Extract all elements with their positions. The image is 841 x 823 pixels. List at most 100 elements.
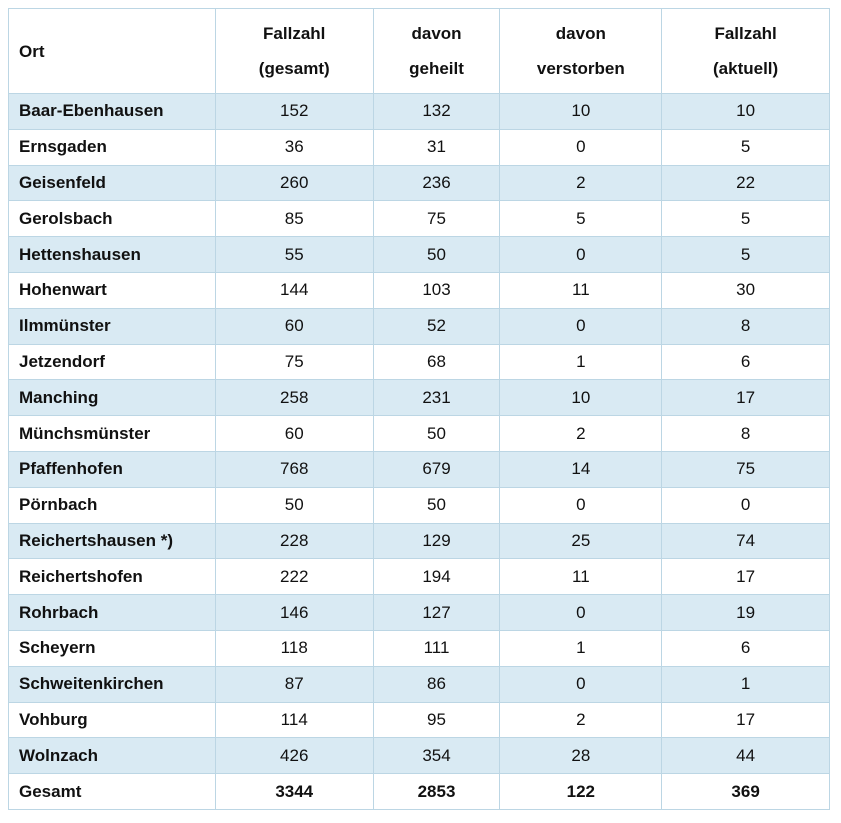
number-cell: 2 [499,164,663,202]
number-cell: 768 [214,450,374,488]
number-cell: 75 [661,450,830,488]
number-cell: 50 [214,486,374,524]
number-cell: 0 [661,486,830,524]
number-cell: 5 [661,200,830,238]
table-row: Ernsgaden 36 31 0 5 [8,128,830,166]
table-row: Hettenshausen 55 50 0 5 [8,236,830,273]
number-cell: 28 [499,737,663,775]
table-row: Reichertshofen 222 194 11 17 [8,558,830,596]
number-cell: 50 [372,486,501,524]
place-cell: Rohrbach [8,594,216,631]
place-cell: Münchsmünster [8,415,216,452]
table-row: Geisenfeld 260 236 2 22 [8,164,830,202]
number-cell: 132 [372,93,501,130]
place-cell: Pfaffenhofen [8,450,216,488]
table-header: Ort Fallzahl (gesamt) davon geheilt davon vers… [8,8,830,94]
place-cell: Ilmmünster [8,307,216,345]
header-text: verstorben [536,59,625,78]
table-row: Wolnzach 426 354 28 44 [8,737,830,775]
number-cell: 22 [661,164,830,202]
table-row: Baar-Ebenhausen 152 132 10 10 [8,93,830,130]
number-cell: 68 [372,343,501,381]
number-cell: 95 [372,701,501,739]
number-cell: 17 [661,379,830,417]
place-cell: Baar-Ebenhausen [8,93,216,130]
number-cell: 2 [499,415,663,452]
place-cell: Vohburg [8,701,216,739]
number-cell: 30 [661,271,830,309]
number-cell: 6 [661,629,830,667]
number-cell: 85 [214,200,374,238]
number-cell: 0 [499,665,663,703]
header-cell: Fallzahl (gesamt) [214,8,374,94]
number-cell: 194 [372,558,501,596]
place-cell: Hettenshausen [8,236,216,273]
header-text: davon [411,24,462,43]
number-cell: 2 [499,701,663,739]
place-cell: Ernsgaden [8,128,216,166]
number-cell: 127 [372,594,501,631]
place-cell: Geisenfeld [8,164,216,202]
number-cell: 354 [372,737,501,775]
place-cell: Scheyern [8,629,216,667]
table-row: Reichertshausen *) 228 129 25 74 [8,522,830,560]
header-cell: davon verstorben [499,8,663,94]
place-cell: Reichertshausen *) [8,522,216,560]
table-row: Münchsmünster 60 50 2 8 [8,415,830,452]
header-text: (aktuell) [713,59,779,78]
number-cell: 1 [499,343,663,381]
number-cell: 10 [499,93,663,130]
header-text: geheilt [409,59,464,78]
total-cell: 369 [661,773,830,810]
number-cell: 75 [372,200,501,238]
number-cell: 55 [214,236,374,273]
place-cell: Reichertshofen [8,558,216,596]
total-row: Gesamt 3344 2853 122 369 [8,773,830,810]
place-cell: Wolnzach [8,737,216,775]
table-row: Scheyern 118 111 1 6 [8,629,830,667]
number-cell: 75 [214,343,374,381]
header-text: Fallzahl [263,24,326,43]
case-table: Ort Fallzahl (gesamt) davon geheilt davon vers… [8,8,830,810]
table-row: Gerolsbach 85 75 5 5 [8,200,830,238]
number-cell: 426 [214,737,374,775]
number-cell: 11 [499,271,663,309]
total-label: Gesamt [8,773,216,810]
number-cell: 14 [499,450,663,488]
number-cell: 258 [214,379,374,417]
number-cell: 11 [499,558,663,596]
number-cell: 1 [661,665,830,703]
header-text: (gesamt) [258,59,330,78]
place-cell: Jetzendorf [8,343,216,381]
number-cell: 36 [214,128,374,166]
number-cell: 236 [372,164,501,202]
number-cell: 0 [499,594,663,631]
number-cell: 1 [499,629,663,667]
number-cell: 25 [499,522,663,560]
number-cell: 679 [372,450,501,488]
table-row: Rohrbach 146 127 0 19 [8,594,830,631]
number-cell: 10 [499,379,663,417]
place-cell: Pörnbach [8,486,216,524]
number-cell: 0 [499,236,663,273]
number-cell: 129 [372,522,501,560]
table-row: Jetzendorf 75 68 1 6 [8,343,830,381]
number-cell: 60 [214,307,374,345]
number-cell: 146 [214,594,374,631]
number-cell: 260 [214,164,374,202]
table-body: Baar-Ebenhausen 152 132 10 10 Ernsgaden 36 31 0 5… [8,93,830,810]
table-row: Ilmmünster 60 52 0 8 [8,307,830,345]
number-cell: 0 [499,486,663,524]
number-cell: 118 [214,629,374,667]
number-cell: 19 [661,594,830,631]
number-cell: 52 [372,307,501,345]
table-row: Manching 258 231 10 17 [8,379,830,417]
number-cell: 152 [214,93,374,130]
header-cell: Fallzahl (aktuell) [661,8,830,94]
number-cell: 5 [499,200,663,238]
number-cell: 103 [372,271,501,309]
number-cell: 228 [214,522,374,560]
number-cell: 60 [214,415,374,452]
header-text: davon [555,24,606,43]
